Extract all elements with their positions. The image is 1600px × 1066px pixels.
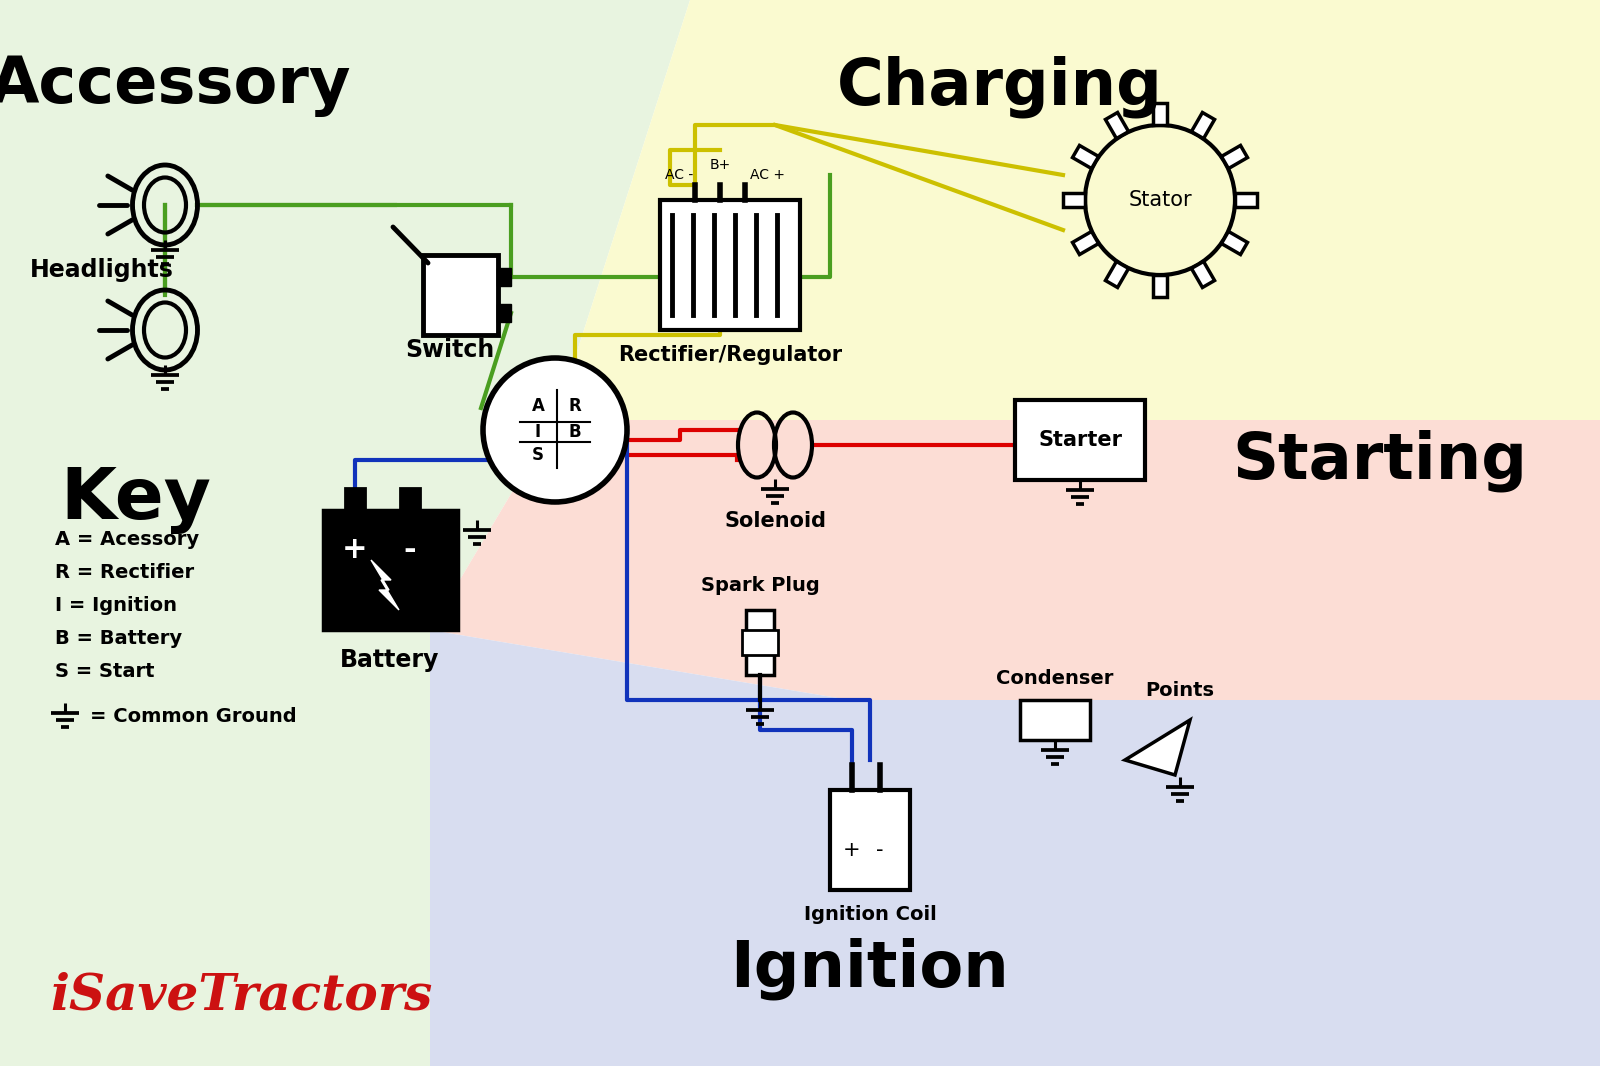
FancyBboxPatch shape	[323, 510, 458, 630]
Text: I = Ignition: I = Ignition	[54, 596, 178, 615]
Text: Battery: Battery	[341, 648, 440, 672]
Text: +: +	[342, 535, 368, 565]
FancyBboxPatch shape	[746, 610, 774, 675]
Text: S = Start: S = Start	[54, 662, 155, 681]
FancyBboxPatch shape	[661, 200, 800, 330]
Polygon shape	[0, 0, 690, 1066]
Text: AC +: AC +	[750, 168, 786, 182]
Text: Charging: Charging	[837, 55, 1163, 117]
Text: R: R	[568, 397, 581, 415]
Text: Condenser: Condenser	[997, 669, 1114, 688]
Circle shape	[483, 358, 627, 502]
Polygon shape	[430, 630, 1600, 1066]
Text: Points: Points	[1146, 681, 1214, 700]
Text: Switch: Switch	[405, 338, 494, 362]
FancyBboxPatch shape	[498, 268, 510, 286]
Polygon shape	[1154, 275, 1166, 297]
FancyBboxPatch shape	[346, 488, 365, 510]
Text: A = Acessory: A = Acessory	[54, 530, 198, 549]
Text: Solenoid: Solenoid	[723, 511, 826, 531]
Text: Starting: Starting	[1232, 430, 1528, 492]
Polygon shape	[1072, 231, 1099, 255]
Text: Key: Key	[61, 465, 211, 534]
Polygon shape	[1235, 193, 1258, 207]
Text: -: -	[877, 840, 883, 860]
Text: Headlights: Headlights	[30, 258, 174, 282]
Polygon shape	[1192, 113, 1214, 139]
Polygon shape	[1062, 193, 1085, 207]
Text: B: B	[568, 423, 581, 441]
Polygon shape	[1154, 103, 1166, 125]
Text: Accessory: Accessory	[0, 55, 350, 117]
Text: +: +	[843, 840, 861, 860]
Polygon shape	[430, 420, 1600, 700]
Text: -: -	[403, 535, 416, 565]
Polygon shape	[1192, 261, 1214, 288]
Text: S: S	[531, 446, 544, 464]
Text: Rectifier/Regulator: Rectifier/Regulator	[618, 345, 842, 365]
FancyBboxPatch shape	[1021, 700, 1090, 740]
FancyBboxPatch shape	[742, 630, 778, 655]
Polygon shape	[1125, 720, 1190, 775]
FancyBboxPatch shape	[1014, 400, 1146, 480]
Text: A: A	[531, 397, 544, 415]
FancyBboxPatch shape	[422, 255, 498, 335]
Polygon shape	[1221, 145, 1248, 168]
Text: Starter: Starter	[1038, 430, 1122, 450]
Text: B+: B+	[709, 158, 731, 172]
Text: iSaveTractors: iSaveTractors	[50, 972, 432, 1021]
Text: Spark Plug: Spark Plug	[701, 576, 819, 595]
Text: AC -: AC -	[666, 168, 693, 182]
Text: B = Battery: B = Battery	[54, 629, 182, 648]
FancyBboxPatch shape	[498, 304, 510, 322]
Polygon shape	[1106, 261, 1128, 288]
FancyBboxPatch shape	[830, 790, 910, 890]
Text: R = Rectifier: R = Rectifier	[54, 563, 194, 582]
Polygon shape	[1221, 231, 1248, 255]
Polygon shape	[1106, 113, 1128, 139]
Text: Stator: Stator	[1128, 190, 1192, 210]
Text: I: I	[534, 423, 541, 441]
Text: Ignition Coil: Ignition Coil	[803, 905, 936, 924]
Text: = Common Ground: = Common Ground	[90, 707, 296, 726]
FancyBboxPatch shape	[400, 488, 419, 510]
Text: Ignition: Ignition	[731, 937, 1010, 1000]
Polygon shape	[1072, 145, 1099, 168]
Polygon shape	[371, 560, 398, 610]
Polygon shape	[555, 0, 1600, 420]
